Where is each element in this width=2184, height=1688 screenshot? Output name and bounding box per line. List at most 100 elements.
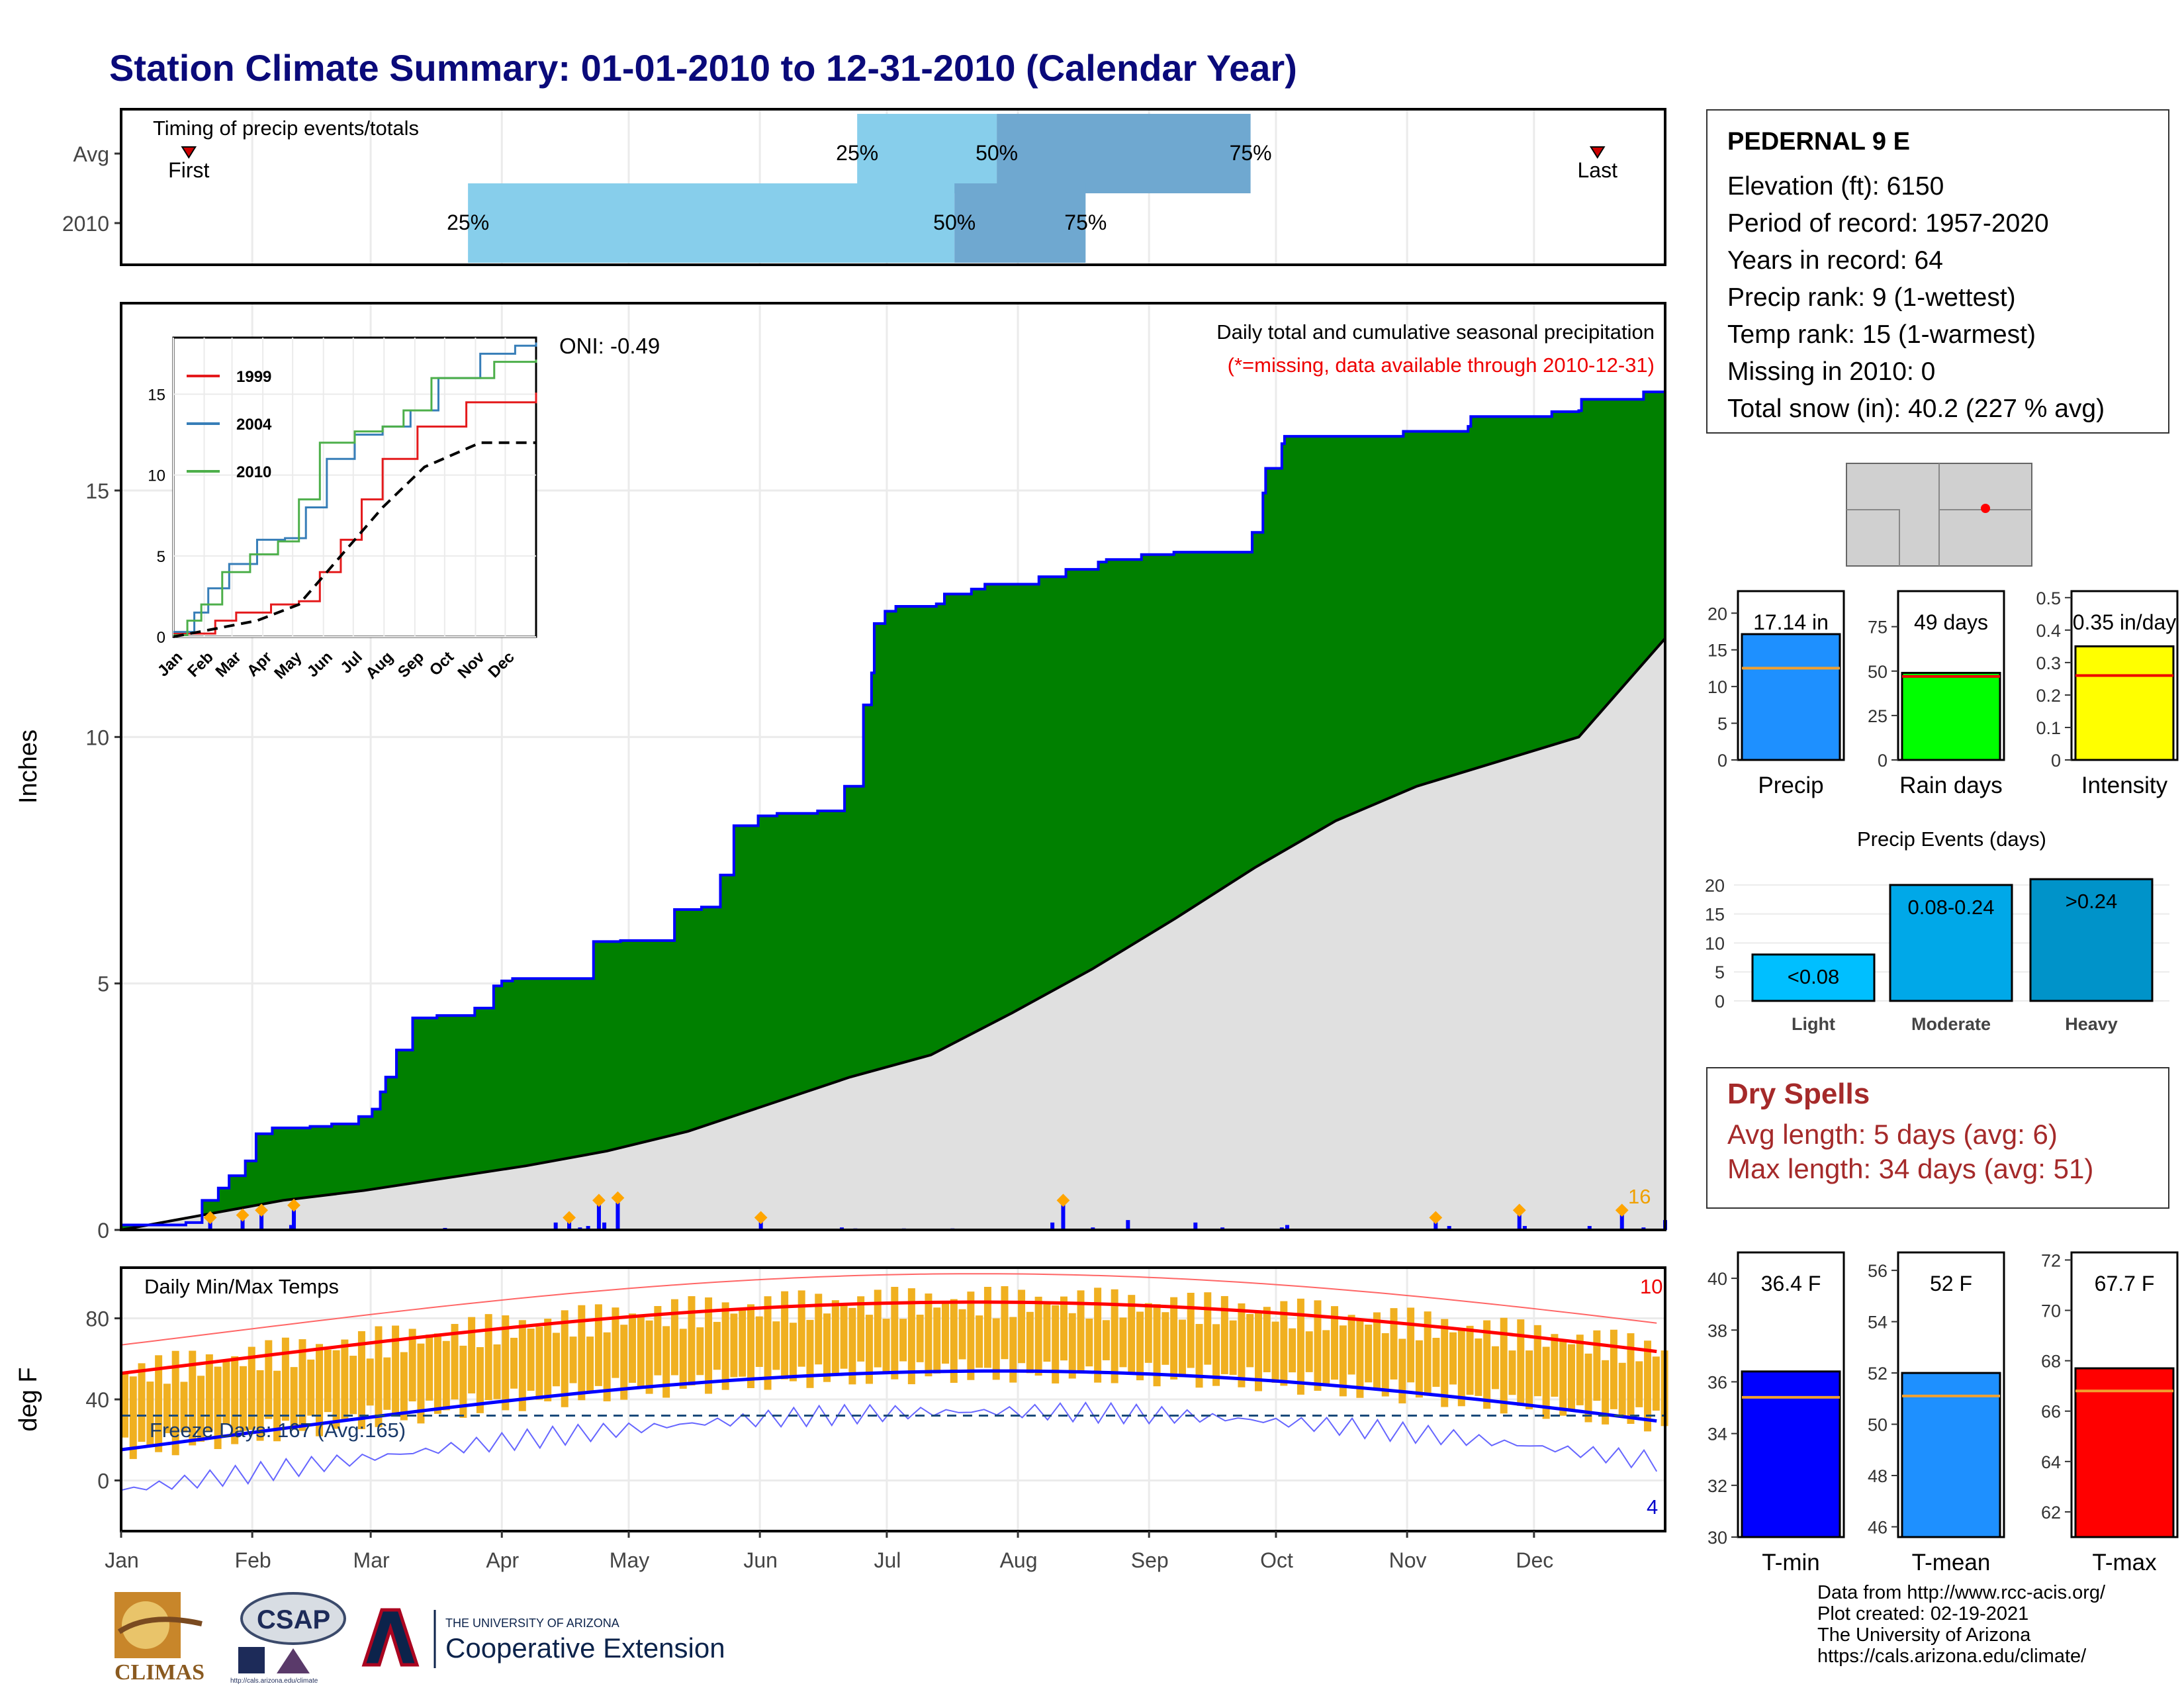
temp-summary-0-ytick-label: 40: [1707, 1269, 1727, 1289]
timing-first-label: First: [168, 158, 209, 182]
precip-daily-bar: [259, 1210, 264, 1230]
month-xtick-label: Feb: [235, 1548, 271, 1572]
temp-daily-bar: [476, 1347, 484, 1413]
temp-ylabel: deg F: [15, 1367, 42, 1431]
temp-daily-bar: [1390, 1308, 1398, 1380]
temp-daily-bar: [281, 1337, 289, 1421]
temp-daily-bar: [612, 1307, 619, 1378]
station-temp-rank: Temp rank: 15 (1-warmest): [1727, 320, 2036, 349]
temp-daily-bar: [426, 1335, 433, 1401]
dry-spells-box: Dry Spells Avg length: 5 days (avg: 6) M…: [1706, 1067, 2169, 1209]
temp-daily-bar: [1322, 1330, 1330, 1384]
temp-daily-bar: [578, 1305, 586, 1401]
temp-avg-max-line: [120, 1300, 1657, 1376]
month-xtick-label: Apr: [486, 1548, 519, 1572]
temp-daily-bar: [256, 1370, 264, 1441]
temp-daily-bar: [248, 1346, 255, 1430]
precip-daily-bar: [553, 1222, 558, 1230]
temp-record-min-line: [120, 1401, 1658, 1491]
timing-row-label: Avg: [73, 142, 109, 166]
precip-snow-marker: [1429, 1211, 1443, 1225]
summary-1-ytick-label: 50: [1868, 662, 1888, 682]
summary-0-ytick-label: 20: [1707, 604, 1727, 624]
temp-daily-bar: [1475, 1338, 1482, 1396]
precip-ytick-label: 15: [85, 479, 109, 503]
temp-daily-bar: [518, 1320, 526, 1411]
temp-record-high-count: 10: [1640, 1275, 1662, 1298]
temp-daily-bar: [163, 1383, 171, 1434]
temp-daily-bar: [848, 1307, 856, 1385]
temp-daily-bar: [1483, 1320, 1491, 1409]
temp-summary-1-value-label: 52 F: [1930, 1272, 1972, 1295]
temp-daily-bar: [857, 1296, 865, 1362]
temp-daily-bar: [1144, 1303, 1152, 1363]
summary-1-value-label: 49 days: [1914, 610, 1988, 634]
temp-daily-bar: [976, 1315, 983, 1368]
credit-data-source: Data from http://www.rcc-acis.org/: [1817, 1582, 2106, 1603]
temp-daily-bar: [1491, 1346, 1499, 1389]
precip-snow-marker: [592, 1194, 606, 1207]
temp-daily-bar: [874, 1289, 882, 1368]
summary-1-ytick-label: 0: [1878, 751, 1888, 771]
temp-daily-bar: [645, 1320, 653, 1394]
temp-daily-bar: [1584, 1353, 1592, 1423]
temp-daily-bar: [1161, 1312, 1169, 1365]
summary-2-ytick-label: 0.5: [2036, 588, 2061, 608]
timing-q50-label: 50%: [933, 211, 976, 234]
temp-daily-bar: [1635, 1361, 1643, 1407]
temp-summary-1-ytick-label: 54: [1868, 1313, 1888, 1333]
temp-ytick-label: 0: [97, 1469, 109, 1493]
temp-summary-1-category-label: T-mean: [1912, 1550, 1991, 1575]
temp-daily-bar: [459, 1345, 467, 1418]
dry-spells-max: Max length: 34 days (avg: 51): [1727, 1153, 2094, 1184]
temp-summary-2-bar: [2074, 1367, 2175, 1538]
station-info-box: PEDERNAL 9 E Elevation (ft): 6150 Period…: [1706, 109, 2169, 434]
oni-label: ONI: -0.49: [559, 334, 660, 358]
csap-logo-text: CSAP: [257, 1605, 330, 1634]
temp-daily-bar: [1043, 1304, 1051, 1362]
temp-daily-bar: [1407, 1307, 1415, 1383]
temp-daily-bar: [1610, 1329, 1617, 1409]
temp-daily-bar: [569, 1336, 577, 1383]
credit-university: The University of Arizona: [1817, 1624, 2031, 1646]
events-value-label: 0.08-0.24: [1908, 896, 1995, 919]
temp-panel-title: Daily Min/Max Temps: [144, 1275, 339, 1298]
temp-daily-bar: [231, 1356, 239, 1444]
summary-0-ytick-label: 0: [1717, 751, 1727, 771]
temp-daily-bar: [408, 1329, 416, 1402]
temp-daily-bar: [967, 1291, 975, 1380]
temp-daily-bar: [1263, 1307, 1271, 1372]
inset-series-line: [173, 359, 537, 637]
month-xtick-label: Jun: [743, 1548, 778, 1572]
temp-daily-bar: [1297, 1298, 1304, 1395]
credit-plot-date: Plot created: 02-19-2021: [1817, 1603, 2029, 1624]
temp-daily-bar: [129, 1376, 137, 1460]
page-title: Station Climate Summary: 01-01-2010 to 1…: [109, 47, 1297, 89]
events-ytick-label: 20: [1705, 876, 1725, 896]
inset-legend-label: 1999: [236, 368, 271, 386]
precip-daily-bar: [1517, 1210, 1522, 1230]
precip-ytick-label: 10: [85, 726, 109, 749]
csap-logo-bars: [238, 1647, 265, 1673]
temp-summary-0-ytick-label: 38: [1707, 1321, 1727, 1340]
temp-daily-bar: [730, 1313, 738, 1378]
temp-daily-bar: [357, 1331, 365, 1430]
temp-summary-2-category-label: T-max: [2092, 1550, 2157, 1575]
temp-daily-bar: [1178, 1319, 1186, 1378]
events-bar: [1889, 884, 2013, 1002]
temp-daily-bar: [493, 1344, 501, 1399]
temp-daily-bar: [891, 1287, 899, 1380]
temp-daily-bar: [1102, 1320, 1110, 1360]
timing-panel-border: [120, 108, 1666, 266]
precip-daily-bar: [1447, 1226, 1451, 1230]
temp-daily-bar: [1204, 1292, 1212, 1365]
temp-daily-bar: [392, 1325, 400, 1414]
temp-daily-bar: [603, 1332, 611, 1401]
temp-daily-bar: [823, 1313, 831, 1382]
temp-daily-bar: [654, 1305, 662, 1376]
station-missing: Missing in 2010: 0: [1727, 357, 1936, 386]
temp-daily-bar: [1627, 1333, 1635, 1424]
temp-summary-2-ytick-label: 64: [2041, 1452, 2061, 1472]
precip-daily-bar: [1050, 1222, 1055, 1230]
temp-daily-bar: [1220, 1295, 1228, 1374]
